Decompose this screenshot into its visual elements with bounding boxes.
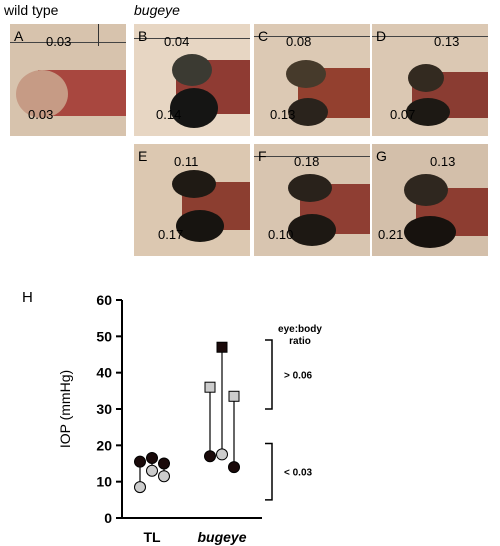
eye-ratio-bottom: 0.21 xyxy=(378,227,404,242)
eye-ratio-bottom: 0.03 xyxy=(28,107,54,122)
photo-panel-e: E 0.11 0.17 xyxy=(134,144,250,256)
panel-letter: F xyxy=(258,148,267,164)
eye-ratio-bottom: 0.14 xyxy=(156,107,182,122)
panel-letter: D xyxy=(376,28,387,44)
photo-panel-b: B 0.04 0.14 xyxy=(134,24,250,136)
eye-ratio-top: 0.13 xyxy=(434,34,460,49)
panel-letter: E xyxy=(138,148,148,164)
iop-scatter-chart: H 0 10 20 30 40 50 60 IOP (mmHg) TL bugeye eye:body… xyxy=(22,289,322,545)
legend-title-line-1: eye:body xyxy=(278,324,322,335)
point-dark xyxy=(216,341,228,353)
zebrafish-photo-a xyxy=(10,24,126,136)
y-tick-label: 50 xyxy=(96,328,112,344)
zebrafish-photo-c xyxy=(254,24,370,136)
ratio-bracket-label: < 0.03 xyxy=(284,468,313,479)
zebrafish-photo-g xyxy=(372,144,488,256)
y-tick-label: 40 xyxy=(96,365,112,381)
eye-ratio-bottom: 0.10 xyxy=(268,227,294,242)
eye-ratio-top: 0.08 xyxy=(286,34,312,49)
panel-letter: G xyxy=(376,148,387,164)
eye-ratio-bottom: 0.17 xyxy=(158,227,184,242)
point-dark xyxy=(228,461,240,474)
point-light xyxy=(204,381,216,393)
label-bugeye: bugeye xyxy=(134,2,180,18)
y-tick-label: 0 xyxy=(104,510,112,526)
eye-ratio-bottom: 0.07 xyxy=(390,107,416,122)
y-axis-title: IOP (mmHg) xyxy=(57,370,73,448)
y-tick-label: 30 xyxy=(96,401,112,417)
panel-letter: C xyxy=(258,28,269,44)
eye-ratio-top: 0.04 xyxy=(164,34,190,49)
point-light xyxy=(134,481,146,494)
point-light xyxy=(216,448,228,461)
panel-letter: B xyxy=(138,28,148,44)
photo-panel-c: C 0.08 0.13 xyxy=(254,24,370,136)
point-light xyxy=(228,390,240,402)
zebrafish-photo-f xyxy=(254,144,370,256)
y-tick-label: 60 xyxy=(96,292,112,308)
ratio-bracket-label: > 0.06 xyxy=(284,370,313,381)
photo-panel-a: A 0.03 0.03 xyxy=(10,24,126,136)
point-dark xyxy=(158,457,170,470)
eye-ratio-bottom: 0.13 xyxy=(270,107,296,122)
photo-panel-g: G 0.13 0.21 xyxy=(372,144,488,256)
photo-panel-d: D 0.13 0.07 xyxy=(372,24,488,136)
panel-letter: A xyxy=(14,28,24,44)
y-tick-label: 10 xyxy=(96,474,112,490)
point-light xyxy=(146,464,158,477)
eye-ratio-top: 0.13 xyxy=(430,154,456,169)
eye-ratio-top: 0.18 xyxy=(294,154,320,169)
point-light xyxy=(158,470,170,483)
eye-ratio-top: 0.03 xyxy=(46,34,72,49)
eye-ratio-top: 0.11 xyxy=(174,154,199,169)
y-tick-label: 20 xyxy=(96,437,112,453)
x-category-label: bugeye xyxy=(197,529,246,545)
zebrafish-photo-b xyxy=(134,24,250,136)
ratio-bracket xyxy=(265,339,273,410)
point-dark xyxy=(134,455,146,468)
legend-title-line-2: ratio xyxy=(289,336,311,347)
point-dark xyxy=(146,452,158,465)
label-wild-type: wild type xyxy=(4,2,59,18)
photo-panel-f: F 0.18 0.10 xyxy=(254,144,370,256)
zebrafish-photo-d xyxy=(372,24,488,136)
ratio-bracket xyxy=(265,442,273,501)
point-dark xyxy=(204,450,216,463)
x-category-label: TL xyxy=(143,529,161,545)
zebrafish-photo-e xyxy=(134,144,250,256)
panel-letter-h: H xyxy=(22,289,33,306)
